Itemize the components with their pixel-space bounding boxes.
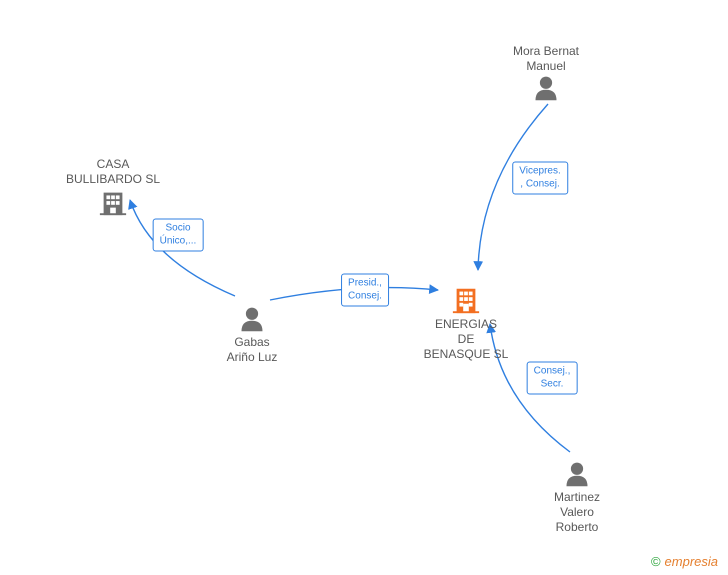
node-energias[interactable]: ENERGIAS DE BENASQUE SL	[406, 285, 526, 362]
node-martinez[interactable]: Martinez Valero Roberto	[517, 460, 637, 535]
building-icon	[451, 285, 481, 315]
edge-label-socio-unico: Socio Único,...	[153, 219, 204, 252]
watermark: © empresia	[651, 554, 718, 569]
label-line: Consej.	[348, 290, 382, 303]
label-line: CASA	[53, 157, 173, 172]
label-line: ENERGIAS	[406, 317, 526, 332]
label-line: Ariño Luz	[192, 350, 312, 365]
node-mora[interactable]: Mora Bernat Manuel	[486, 42, 606, 102]
label-line: Socio	[160, 223, 197, 236]
label-line: Vicepres.	[519, 166, 561, 179]
edge-label-vicepres-consej: Vicepres. , Consej.	[512, 162, 568, 195]
watermark-text: empresia	[665, 554, 718, 569]
label-line: Único,...	[160, 235, 197, 248]
label-line: DE	[406, 332, 526, 347]
label-line: Manuel	[486, 59, 606, 74]
label-line: Valero	[517, 505, 637, 520]
person-icon	[237, 305, 267, 333]
node-gabas[interactable]: Gabas Ariño Luz	[192, 305, 312, 365]
label-line: Secr.	[534, 378, 571, 391]
node-label: CASA BULLIBARDO SL	[53, 157, 173, 187]
label-line: Presid.,	[348, 278, 382, 291]
label-line: Roberto	[517, 520, 637, 535]
copyright-symbol: ©	[651, 554, 661, 569]
label-line: BULLIBARDO SL	[53, 172, 173, 187]
label-line: Martinez	[517, 490, 637, 505]
edge-label-presid-consej: Presid., Consej.	[341, 274, 389, 307]
building-icon	[98, 187, 128, 217]
edge-label-consej-secr: Consej., Secr.	[527, 362, 578, 395]
label-line: Gabas	[192, 335, 312, 350]
person-icon	[562, 460, 592, 488]
diagram-canvas: CASA BULLIBARDO SL Gabas Ariño Luz	[0, 0, 728, 575]
node-label: ENERGIAS DE BENASQUE SL	[406, 317, 526, 362]
label-line: Consej.,	[534, 366, 571, 379]
label-line: , Consej.	[519, 178, 561, 191]
label-line: Mora Bernat	[486, 44, 606, 59]
node-casa-bullibardo[interactable]: CASA BULLIBARDO SL	[53, 155, 173, 217]
node-label: Martinez Valero Roberto	[517, 490, 637, 535]
node-label: Gabas Ariño Luz	[192, 335, 312, 365]
person-icon	[531, 74, 561, 102]
node-label: Mora Bernat Manuel	[486, 44, 606, 74]
label-line: BENASQUE SL	[406, 347, 526, 362]
